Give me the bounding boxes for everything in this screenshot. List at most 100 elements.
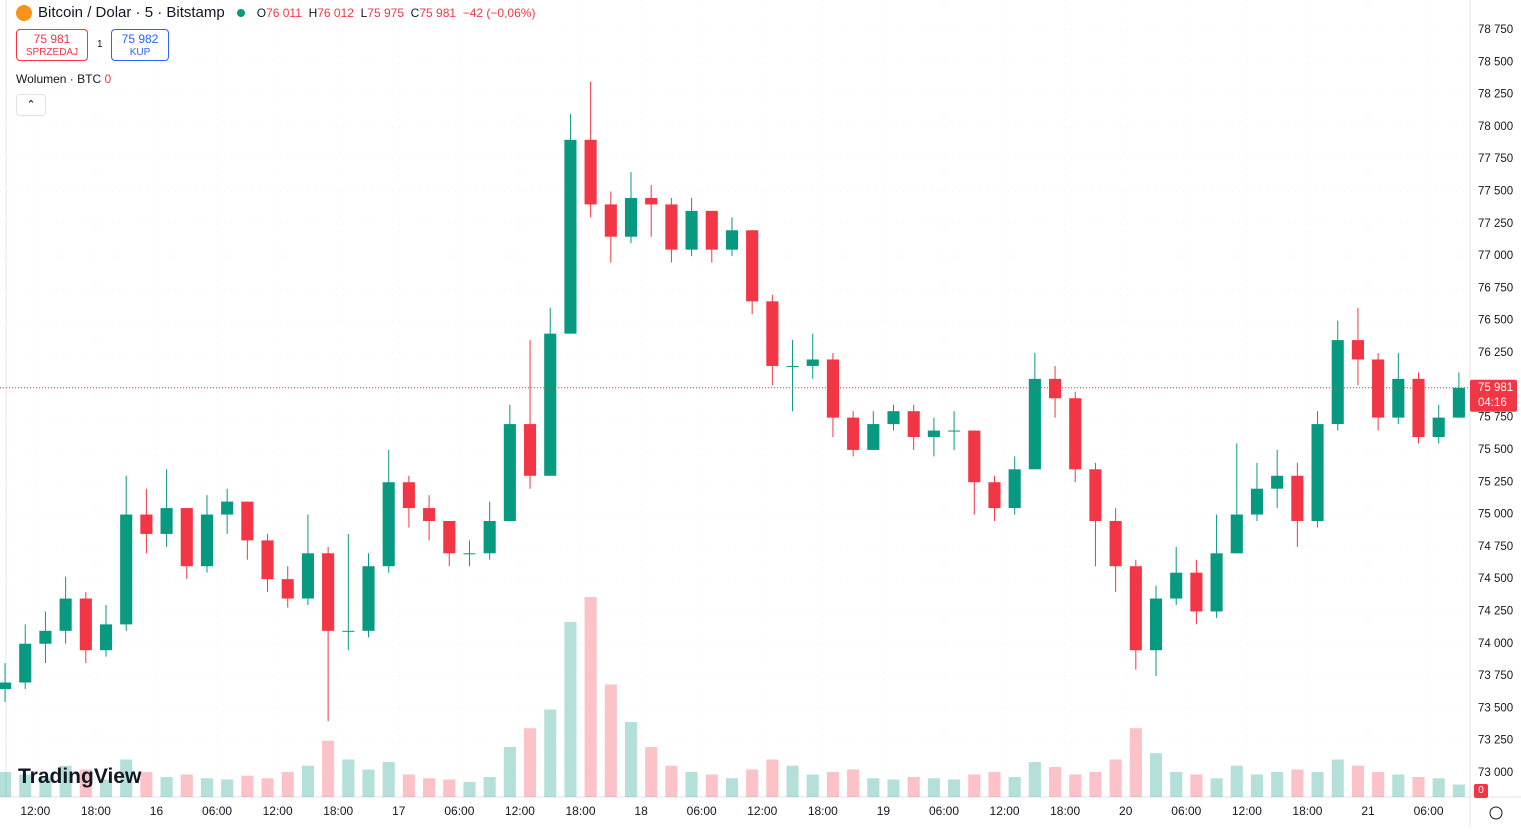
candle-body — [1311, 424, 1324, 521]
candle-body — [79, 598, 92, 651]
header: Bitcoin / Dolar · 5 · Bitstamp O76 011 H… — [16, 4, 535, 21]
x-tick-label: 18:00 — [81, 804, 111, 818]
y-tick-label: 73 000 — [1478, 767, 1513, 779]
volume-bar — [402, 774, 415, 797]
volume-bar — [322, 740, 335, 797]
volume-bar — [79, 769, 92, 797]
candle-body — [806, 359, 819, 366]
x-tick-label: 18:00 — [323, 804, 353, 818]
volume-bar — [1048, 767, 1062, 797]
candle-body — [503, 424, 516, 521]
y-tick-label: 78 250 — [1478, 89, 1513, 101]
candle-body — [1291, 475, 1304, 521]
candle-body — [725, 230, 739, 250]
candle-body — [746, 230, 759, 302]
volume-bar — [443, 779, 456, 797]
y-tick-label: 76 250 — [1478, 347, 1513, 359]
x-tick-label: 18:00 — [566, 804, 596, 818]
x-tick-label: 21 — [1361, 804, 1375, 818]
volume-bar — [221, 779, 234, 797]
volume-bar — [483, 777, 496, 797]
volume-bar — [362, 769, 375, 797]
candle-body — [988, 482, 1001, 509]
candle-body — [463, 553, 476, 555]
settings-icon[interactable] — [1489, 806, 1503, 820]
candle-body — [1190, 572, 1203, 612]
candle-body — [382, 482, 395, 567]
volume-bar — [160, 777, 173, 797]
y-tick-label: 74 250 — [1478, 605, 1513, 617]
symbol: Bitcoin / Dolar · 5 · Bitstamp — [38, 4, 225, 21]
collapse-button[interactable]: ⌃ — [16, 94, 46, 116]
logo: TradingView — [18, 765, 142, 788]
y-tick-label: 74 000 — [1478, 638, 1513, 650]
volume-bar — [766, 759, 779, 797]
volume-bar — [301, 765, 314, 797]
volume-bar — [968, 774, 981, 797]
x-tick-label: 06:00 — [1171, 804, 1201, 818]
volume-bar — [564, 622, 577, 797]
l-label: L — [360, 5, 368, 20]
last-price-label: 75 981 — [1478, 382, 1513, 394]
candle-body — [1170, 572, 1183, 599]
c-label: C — [410, 5, 420, 20]
x-tick-label: 20 — [1119, 804, 1133, 818]
x-tick-label: 18:00 — [1050, 804, 1080, 818]
volume-bar — [826, 772, 839, 797]
candle-body — [948, 430, 961, 432]
buy-button[interactable]: 75 982 KUP — [111, 29, 169, 61]
candle-body — [1452, 387, 1465, 418]
plot-bg — [0, 0, 1470, 797]
candle-body — [1089, 469, 1102, 521]
x-tick-label: 18:00 — [808, 804, 838, 818]
candle-body — [200, 514, 214, 567]
volume-bar — [988, 772, 1001, 797]
volume-bar — [645, 747, 658, 797]
x-tick-label: 12:00 — [263, 804, 293, 818]
spread: 1 — [97, 39, 103, 50]
y-tick-label: 77 000 — [1478, 250, 1513, 262]
y-tick-label: 73 750 — [1478, 670, 1513, 682]
sell-button[interactable]: 75 981 SPRZEDAJ — [16, 29, 88, 61]
buy-label: KUP — [129, 47, 151, 58]
volume-bar — [1170, 772, 1183, 797]
volume-bar — [1331, 759, 1344, 797]
candle-body — [685, 210, 698, 250]
y-tick-label: 75 000 — [1478, 509, 1513, 521]
candle-body — [604, 204, 617, 237]
volume-bar — [907, 777, 920, 797]
volume-bar — [503, 747, 516, 797]
volume-bar — [705, 774, 718, 797]
volume-bar — [99, 779, 113, 797]
x-tick-label: 06:00 — [929, 804, 959, 818]
candle-body — [705, 210, 718, 250]
x-tick-label: 12:00 — [505, 804, 535, 818]
x-tick-label: 19 — [877, 804, 891, 818]
volume-bar — [584, 597, 597, 797]
candle-body — [120, 514, 133, 625]
candle-body — [140, 514, 153, 534]
candle-body — [786, 365, 799, 367]
volume-bar — [948, 779, 961, 797]
buy-price: 75 982 — [121, 32, 159, 46]
volume-bar — [685, 772, 698, 797]
change: −42 (−0,06%) — [462, 5, 536, 20]
volume-bar — [544, 709, 557, 797]
volume-bar — [140, 772, 153, 797]
candle-body — [1149, 598, 1163, 651]
candle-body — [19, 643, 32, 683]
volume-bar — [1432, 778, 1445, 797]
y-tick-label: 76 750 — [1478, 282, 1513, 294]
candle-body — [1129, 566, 1142, 651]
candle-body — [0, 682, 12, 689]
candle-body — [544, 333, 557, 476]
volume-bar — [1452, 784, 1465, 797]
y-tick-label: 74 500 — [1478, 573, 1513, 585]
candle-body — [665, 204, 678, 250]
candle-body — [1230, 514, 1243, 554]
volume-bar — [19, 774, 32, 797]
l-value: 75 975 — [367, 5, 404, 20]
volume-bar — [1028, 762, 1041, 797]
volume-bar — [0, 772, 12, 797]
volume-legend: Wolumen · BTC 0 — [16, 72, 111, 86]
